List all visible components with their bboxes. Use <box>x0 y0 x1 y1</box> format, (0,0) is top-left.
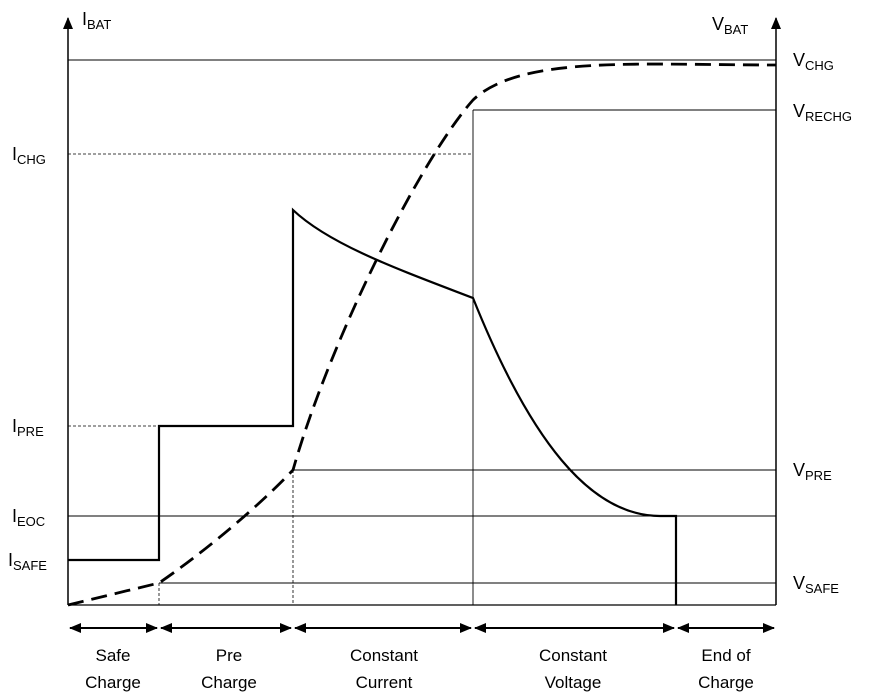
phase-label-line1: End of <box>701 646 750 665</box>
phase-label-constant-voltage: Constant Voltage <box>539 646 607 692</box>
phase-label-line1: Constant <box>539 646 607 665</box>
current-curve <box>68 207 678 605</box>
phase-label-line2: Charge <box>201 673 257 692</box>
phase-label-end-of-charge: End of Charge <box>698 646 754 692</box>
right-axis-label: VBAT <box>712 14 748 37</box>
label-vchg: VCHG <box>793 50 834 73</box>
label-isafe: ISAFE <box>8 550 47 573</box>
phase-label-safe-charge: Safe Charge <box>85 646 141 692</box>
phase-label-line1: Pre <box>216 646 242 665</box>
phase-label-line2: Current <box>356 673 413 692</box>
phase-label-line2: Voltage <box>545 673 602 692</box>
label-ichg: ICHG <box>12 144 46 167</box>
phase-label-line1: Safe <box>96 646 131 665</box>
label-vsafe: VSAFE <box>793 573 839 596</box>
phase-label-line1: Constant <box>350 646 418 665</box>
phase-label-pre-charge: Pre Charge <box>201 646 257 692</box>
phase-label-line2: Charge <box>698 673 754 692</box>
label-ipre: IPRE <box>12 416 44 439</box>
label-vpre: VPRE <box>793 460 832 483</box>
label-ieoc: IEOC <box>12 506 45 529</box>
voltage-curve <box>67 62 777 607</box>
phase-label-constant-current: Constant Current <box>350 646 418 692</box>
phase-label-line2: Charge <box>85 673 141 692</box>
left-axis-label: IBAT <box>82 9 111 32</box>
label-vrechg: VRECHG <box>793 101 852 124</box>
